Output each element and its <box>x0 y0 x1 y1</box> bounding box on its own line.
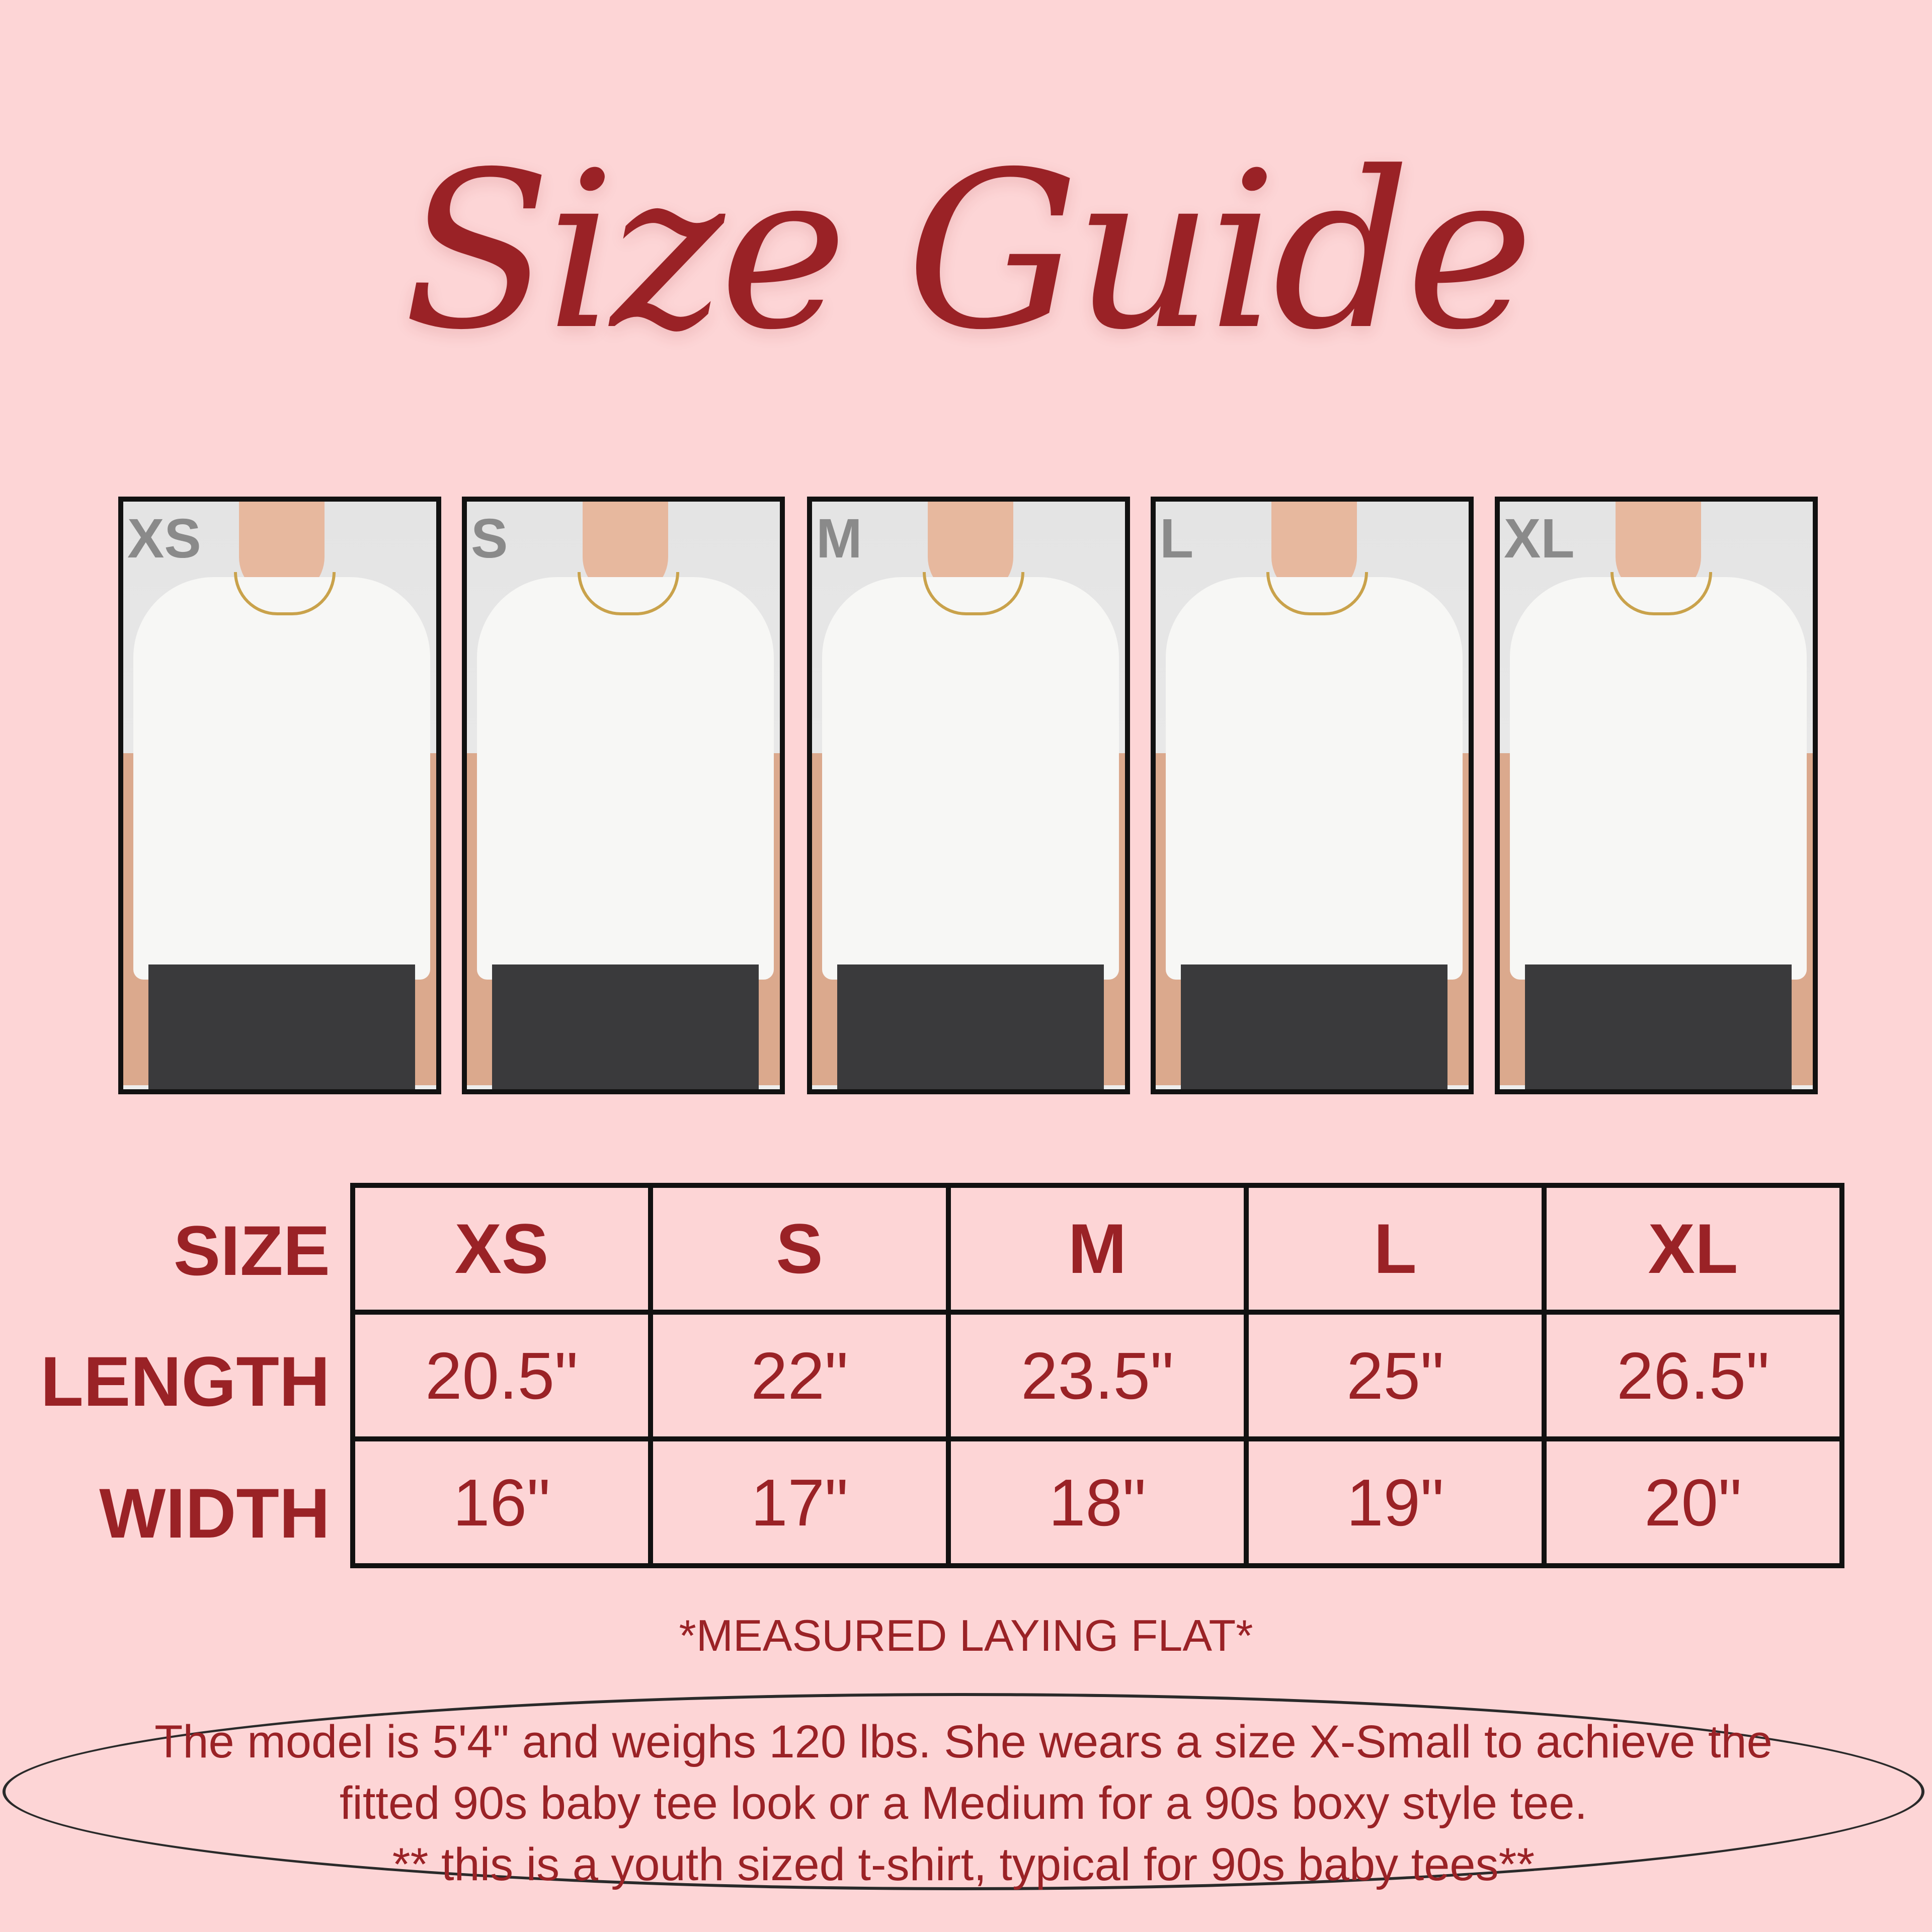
width-cell: 18" <box>946 1436 1249 1568</box>
page-title: Size Guide <box>403 126 1534 377</box>
photo-size-label: M <box>816 508 862 570</box>
table-row-length: 20.5" 22" 23.5" 25" 26.5" <box>350 1310 1844 1441</box>
photo-xl: XL <box>1495 497 1818 1094</box>
row-label-length: LENGTH <box>40 1342 330 1421</box>
length-cell: 26.5" <box>1542 1310 1844 1441</box>
photo-size-label: L <box>1160 508 1194 570</box>
model-info-line: fitted 90s baby tee look or a Medium for… <box>339 1778 1588 1829</box>
row-label-width: WIDTH <box>99 1474 330 1553</box>
model-info-line: ** this is a youth sized t-shirt, typica… <box>392 1839 1535 1890</box>
length-cell: 22" <box>648 1310 951 1441</box>
photo-size-label: S <box>471 508 508 570</box>
table-row-size: XS S M L XL <box>350 1183 1844 1315</box>
size-cell: XL <box>1542 1183 1844 1315</box>
measurement-note: *MEASURED LAYING FLAT* <box>679 1611 1253 1660</box>
photo-size-label: XL <box>1504 508 1575 570</box>
width-cell: 19" <box>1244 1436 1547 1568</box>
width-cell: 16" <box>350 1436 653 1568</box>
length-cell: 20.5" <box>350 1310 653 1441</box>
model-info-box: The model is 5'4" and weighs 120 lbs. Sh… <box>3 1693 1924 1890</box>
model-info-line: The model is 5'4" and weighs 120 lbs. Sh… <box>154 1716 1773 1767</box>
size-cell: L <box>1244 1183 1547 1315</box>
photo-m: M <box>807 497 1130 1094</box>
row-label-size: SIZE <box>173 1211 330 1290</box>
photo-s: S <box>462 497 785 1094</box>
photo-size-label: XS <box>127 508 201 570</box>
size-cell: S <box>648 1183 951 1315</box>
photo-l: L <box>1151 497 1474 1094</box>
width-cell: 17" <box>648 1436 951 1568</box>
size-cell: M <box>946 1183 1249 1315</box>
table-row-width: 16" 17" 18" 19" 20" <box>350 1436 1844 1568</box>
size-table: XS S M L XL 20.5" 22" 23.5" 25" 26.5" 16… <box>350 1183 1844 1568</box>
photo-xs: XS <box>118 497 441 1094</box>
width-cell: 20" <box>1542 1436 1844 1568</box>
size-cell: XS <box>350 1183 653 1315</box>
length-cell: 23.5" <box>946 1310 1249 1441</box>
length-cell: 25" <box>1244 1310 1547 1441</box>
